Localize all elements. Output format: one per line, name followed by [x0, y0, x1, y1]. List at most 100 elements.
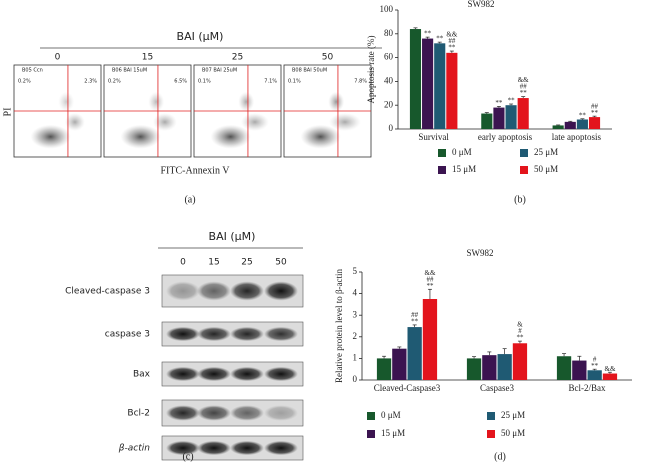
ur-percent: 7.1% [264, 79, 277, 85]
panel-label: (b) [514, 194, 526, 205]
plot-title: B08 BAI 50uM [292, 68, 327, 74]
blot-band [166, 281, 200, 301]
y-tick-label: 100 [380, 4, 394, 14]
blot-band [197, 281, 231, 301]
blot-band [197, 366, 231, 382]
chart-title: SW982 [468, 0, 495, 9]
y-tick-label: 0 [389, 123, 394, 133]
significance-mark: ** [426, 282, 434, 290]
y-tick-label: 20 [384, 99, 394, 109]
cell-cloud [120, 124, 161, 149]
significance-mark: # [593, 355, 597, 363]
bar [481, 113, 493, 129]
y-tick-label: 80 [384, 28, 394, 38]
significance-mark: ** [591, 362, 599, 370]
x-tick-label: Cleaved-Caspase3 [374, 383, 441, 393]
y-tick-label: 3 [353, 309, 358, 319]
blot-band [264, 281, 298, 301]
treatment-label: BAI (μM) [209, 230, 256, 243]
blot-band [230, 366, 264, 382]
bar [602, 373, 618, 380]
blot-band [264, 440, 298, 456]
bar [434, 43, 446, 129]
y-tick-label: 0 [353, 374, 358, 384]
legend-swatch [520, 149, 528, 157]
legend-label: 0 μM [381, 410, 401, 420]
bar [409, 29, 422, 129]
cell-cloud [328, 113, 361, 132]
protein-label: Bcl-2 [127, 409, 150, 419]
bar [407, 327, 422, 380]
legend-label: 25 μM [501, 410, 525, 420]
bar [422, 299, 438, 380]
y-tick-label: 5 [353, 266, 358, 276]
significance-mark: ## [591, 102, 599, 110]
dose-label: 0 [55, 53, 61, 63]
blot-band [166, 326, 200, 342]
dose-label: 0 [180, 258, 186, 268]
bar [588, 117, 601, 129]
cell-cloud [328, 91, 345, 112]
blot-band [197, 405, 231, 421]
bar [422, 38, 434, 130]
cell-cloud [148, 91, 165, 112]
y-tick-label: 4 [353, 288, 358, 298]
y-tick-label: 60 [384, 52, 394, 62]
ul-percent: 0.1% [198, 79, 211, 85]
ul-percent: 0.1% [288, 79, 301, 85]
significance-mark: && [605, 365, 616, 373]
significance-mark: ## [411, 311, 419, 319]
legend-label: 50 μM [534, 164, 558, 174]
significance-mark: ** [520, 89, 528, 97]
panel-label: (c) [182, 451, 193, 462]
cell-cloud [58, 91, 75, 112]
blot-band [230, 440, 264, 456]
protein-label: Cleaved-caspase 3 [65, 287, 150, 297]
significance-mark: ** [508, 97, 516, 105]
cell-cloud [300, 124, 341, 149]
bar [446, 52, 458, 130]
legend-swatch [487, 412, 495, 420]
significance-mark: ** [591, 109, 599, 117]
y-tick-label: 1 [353, 352, 358, 362]
chart-title: SW982 [467, 248, 494, 258]
cell-cloud [238, 91, 255, 112]
plot-title: B06 BAI 15uM [112, 68, 147, 74]
y-axis-label: PI [2, 108, 13, 117]
dose-label: 50 [275, 258, 287, 268]
significance-mark: ** [411, 318, 419, 326]
significance-mark: && [518, 76, 529, 84]
panel-label: (a) [184, 194, 195, 205]
bar [512, 343, 528, 380]
legend-swatch [438, 149, 446, 157]
cell-cloud [210, 124, 251, 149]
y-tick-label: 40 [384, 75, 394, 85]
bar [493, 107, 505, 129]
significance-mark: & [517, 321, 523, 329]
bar [497, 354, 512, 380]
legend-label: 50 μM [501, 428, 525, 438]
blot-band [197, 440, 231, 456]
y-axis-label: Relative protein level to β-actin [334, 268, 344, 383]
bar [482, 355, 497, 380]
x-tick-label: Bcl-2/Bax [569, 383, 606, 393]
legend-swatch [438, 166, 446, 174]
blot-band [264, 326, 298, 342]
bar [552, 125, 564, 129]
y-axis-label: Apoptosis rate (%) [366, 36, 376, 104]
blot-band [230, 405, 264, 421]
ur-percent: 2.3% [84, 79, 97, 85]
significance-mark: ** [495, 99, 503, 107]
legend-swatch [367, 412, 375, 420]
bar [556, 356, 572, 380]
protein-label: β-actin [118, 444, 150, 454]
legend-label: 15 μM [381, 428, 405, 438]
significance-mark: ## [448, 37, 456, 45]
significance-mark: && [425, 269, 436, 277]
blot-band [166, 366, 200, 382]
dose-label: 25 [241, 258, 252, 268]
bar [505, 105, 517, 129]
significance-mark: ** [436, 35, 444, 43]
plot-title: B05 Ccn [22, 68, 43, 74]
x-tick-label: late apoptosis [552, 132, 602, 142]
